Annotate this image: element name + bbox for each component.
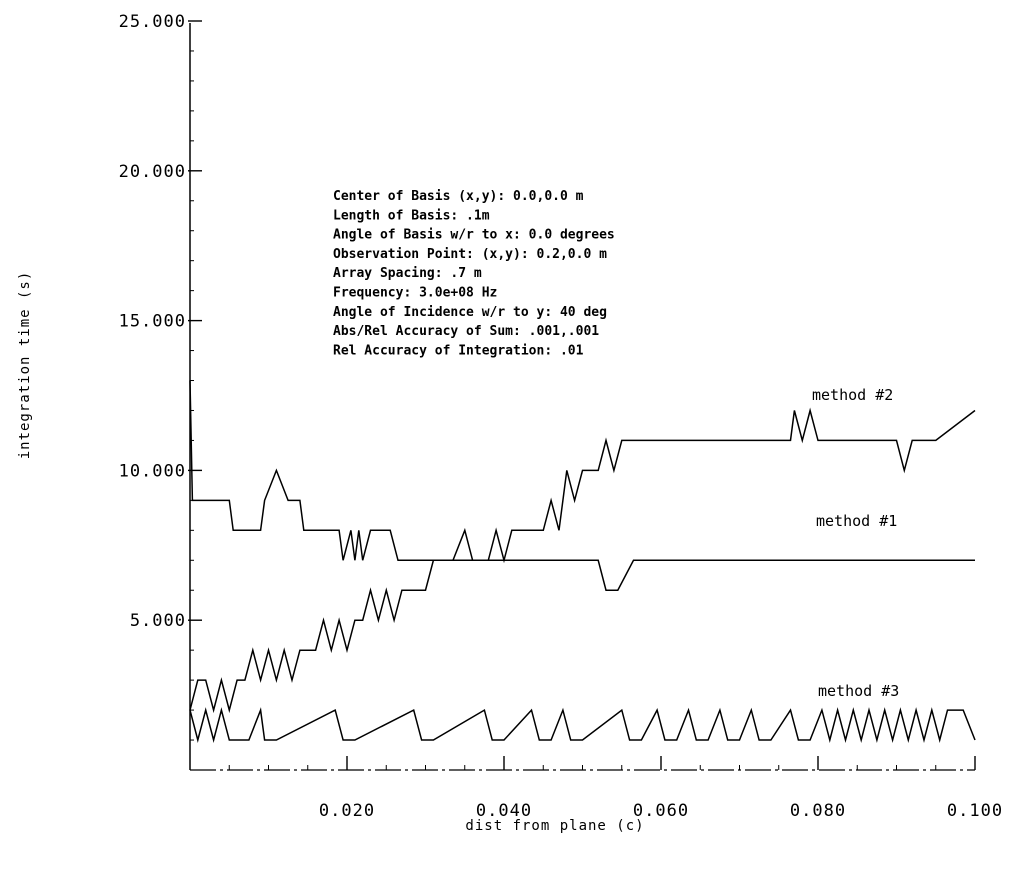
x-tick-label: 0.060 (633, 801, 689, 821)
y-tick-label: 25.000 (119, 12, 186, 32)
annotation-line: Angle of Incidence w/r to y: 40 deg (333, 305, 607, 320)
annotation-line: Array Spacing: .7 m (333, 266, 482, 281)
method-1-line (189, 407, 976, 714)
annotation-line: Abs/Rel Accuracy of Sum: .001,.001 (333, 324, 599, 339)
y-tick-label: 10.000 (119, 461, 186, 481)
x-tick-label: 0.080 (790, 801, 846, 821)
series-label: method #1 (816, 512, 897, 530)
annotation-line: Center of Basis (x,y): 0.0,0.0 m (333, 189, 584, 204)
annotation-line: Length of Basis: .1m (333, 208, 490, 223)
y-tick-label: 15.000 (119, 312, 186, 332)
series-label: method #3 (818, 682, 899, 700)
x-tick-label: 0.040 (476, 801, 532, 821)
series-labels: method #2 method #1 method #3 (812, 386, 899, 700)
y-tick-label: 5.000 (130, 611, 186, 631)
x-tick-label: 0.020 (319, 801, 375, 821)
annotation-block: Center of Basis (x,y): 0.0,0.0 m Length o… (333, 189, 615, 358)
annotation-line: Observation Point: (x,y): 0.2,0.0 m (333, 247, 607, 262)
y-tick-label: 20.000 (119, 162, 186, 182)
series-layer (189, 380, 976, 743)
annotation-line: Rel Accuracy of Integration: .01 (333, 343, 584, 358)
annotation-line: Frequency: 3.0e+08 Hz (333, 286, 497, 301)
x-tick-label: 0.100 (947, 801, 1003, 821)
x-axis-ticks: 0.020 0.040 0.060 0.080 0.100 (228, 756, 1003, 821)
method-2-line (189, 380, 975, 591)
annotation-line: Angle of Basis w/r to x: 0.0 degrees (333, 228, 615, 243)
method-3-line (189, 707, 976, 743)
x-axis-title: dist from plane (c) (465, 818, 644, 834)
series-label: method #2 (812, 386, 893, 404)
y-axis-title: integration time (s) (17, 271, 33, 460)
